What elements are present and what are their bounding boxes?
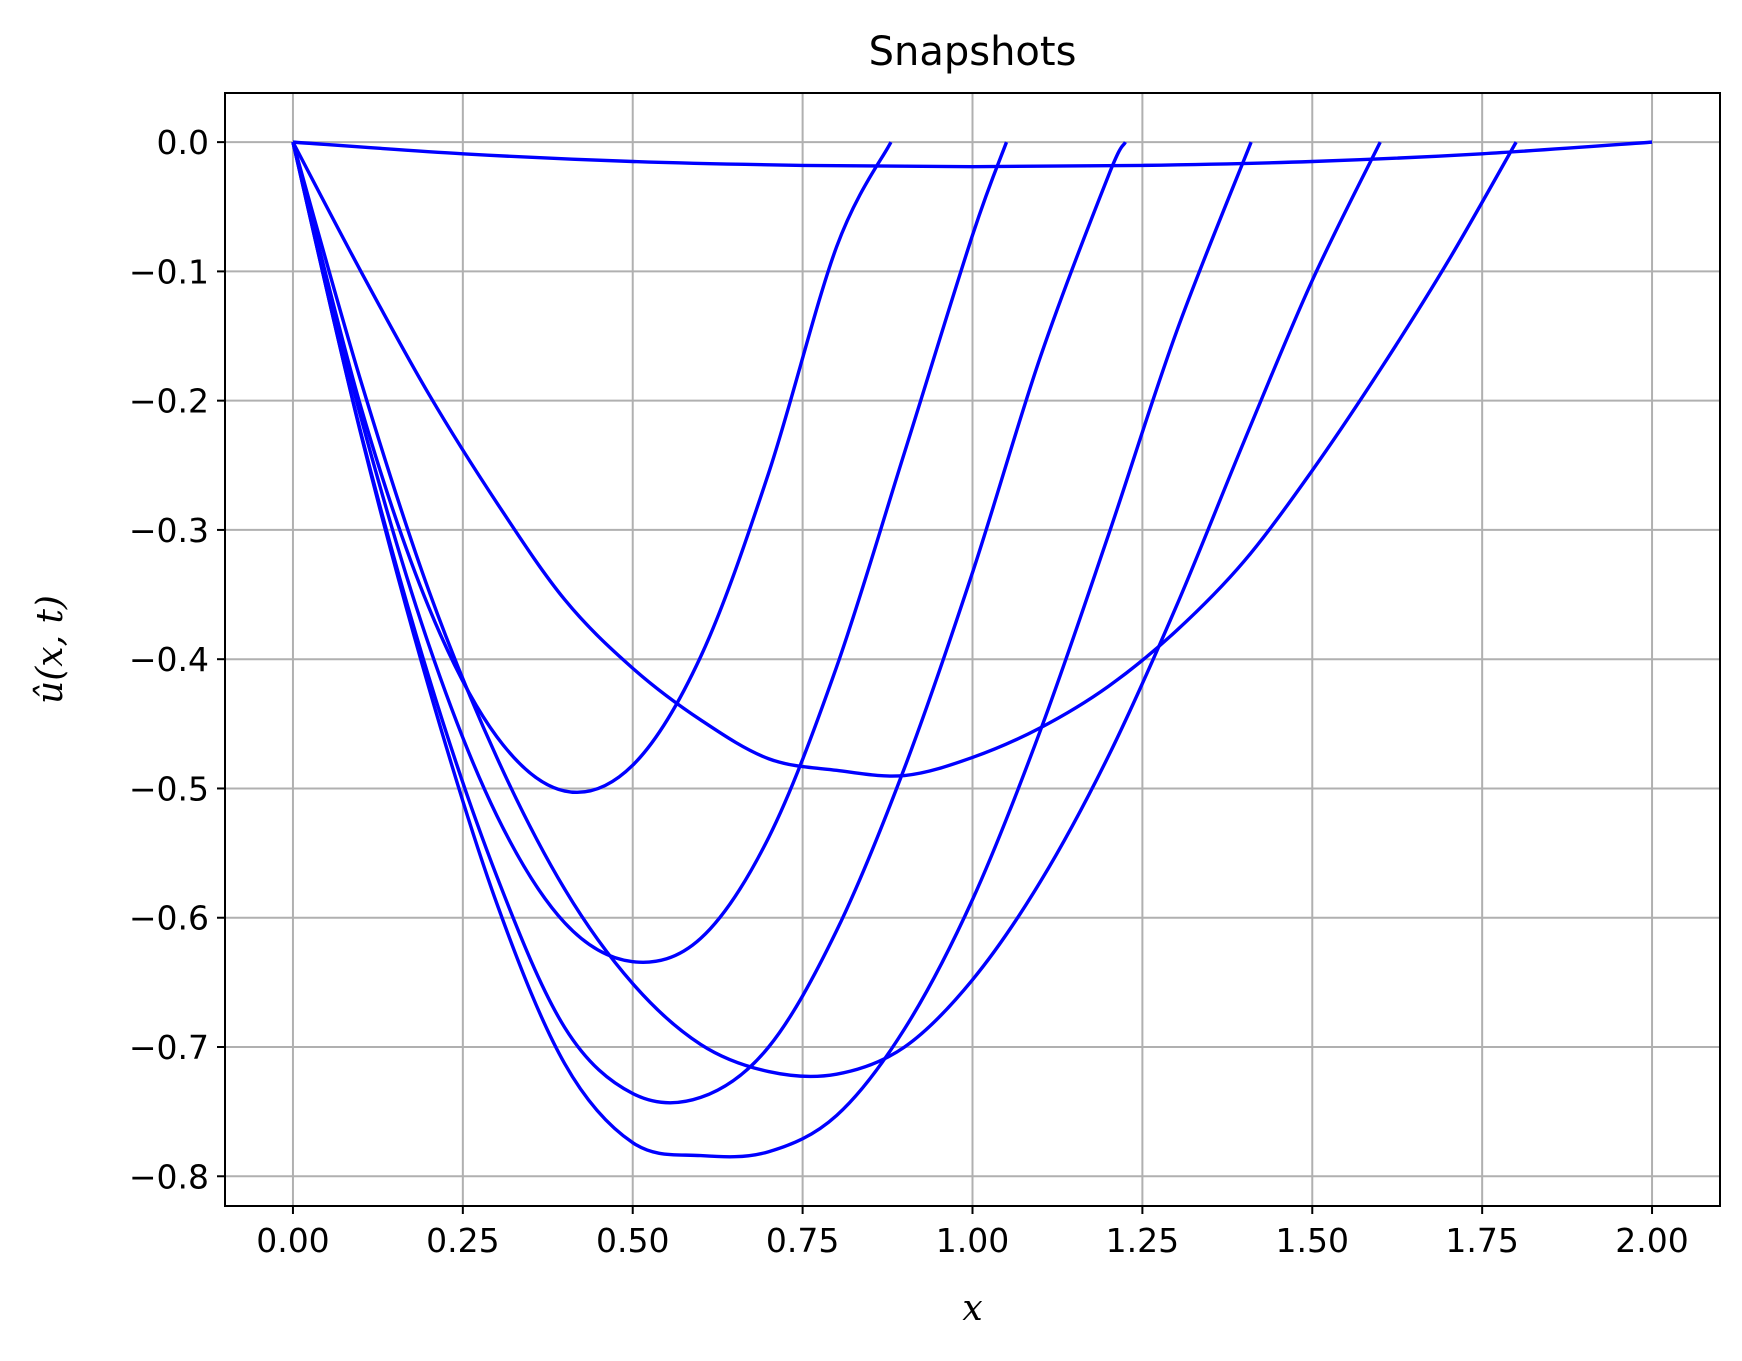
- y-tick-label: −0.3: [129, 511, 209, 550]
- x-tick-label: 0.00: [256, 1221, 329, 1260]
- x-tick-label: 0.25: [426, 1221, 499, 1260]
- y-tick-label: −0.1: [129, 252, 209, 291]
- x-tick-label: 1.25: [1106, 1221, 1179, 1260]
- y-tick-label: −0.4: [129, 640, 209, 679]
- x-tick-label: 0.75: [766, 1221, 839, 1260]
- series-line-6: [291, 141, 1518, 778]
- y-tick-label: −0.6: [129, 899, 209, 938]
- y-tick-label: −0.8: [129, 1157, 209, 1196]
- x-tick-label: 1.75: [1445, 1221, 1518, 1260]
- series-line-5: [291, 141, 1382, 1079]
- y-axis-label: û(x, t): [30, 595, 71, 704]
- series-group: [291, 140, 1653, 1159]
- series-line-1: [291, 141, 893, 794]
- x-axis-label: x: [962, 1288, 982, 1329]
- x-tick-label: 0.50: [596, 1221, 669, 1260]
- y-tick-label: −0.2: [129, 382, 209, 421]
- y-tick-label: −0.5: [129, 769, 209, 808]
- series-line-3: [291, 141, 1127, 1105]
- chart-title: Snapshots: [869, 29, 1077, 75]
- series-line-7: [292, 140, 1653, 169]
- y-tick-label: −0.7: [129, 1028, 209, 1067]
- series-line-2: [291, 141, 1009, 964]
- ticks: 0.00 0.25 0.50 0.75 1.00 1.25 1.50 1.75 2.00 0.0 −…: [129, 123, 1689, 1260]
- y-tick-label: 0.0: [157, 123, 209, 162]
- series-line-4: [291, 141, 1253, 1159]
- grid: [225, 93, 1720, 1206]
- x-tick-label: 1.50: [1276, 1221, 1349, 1260]
- x-tick-label: 1.00: [936, 1221, 1009, 1260]
- x-tick-label: 2.00: [1615, 1221, 1688, 1260]
